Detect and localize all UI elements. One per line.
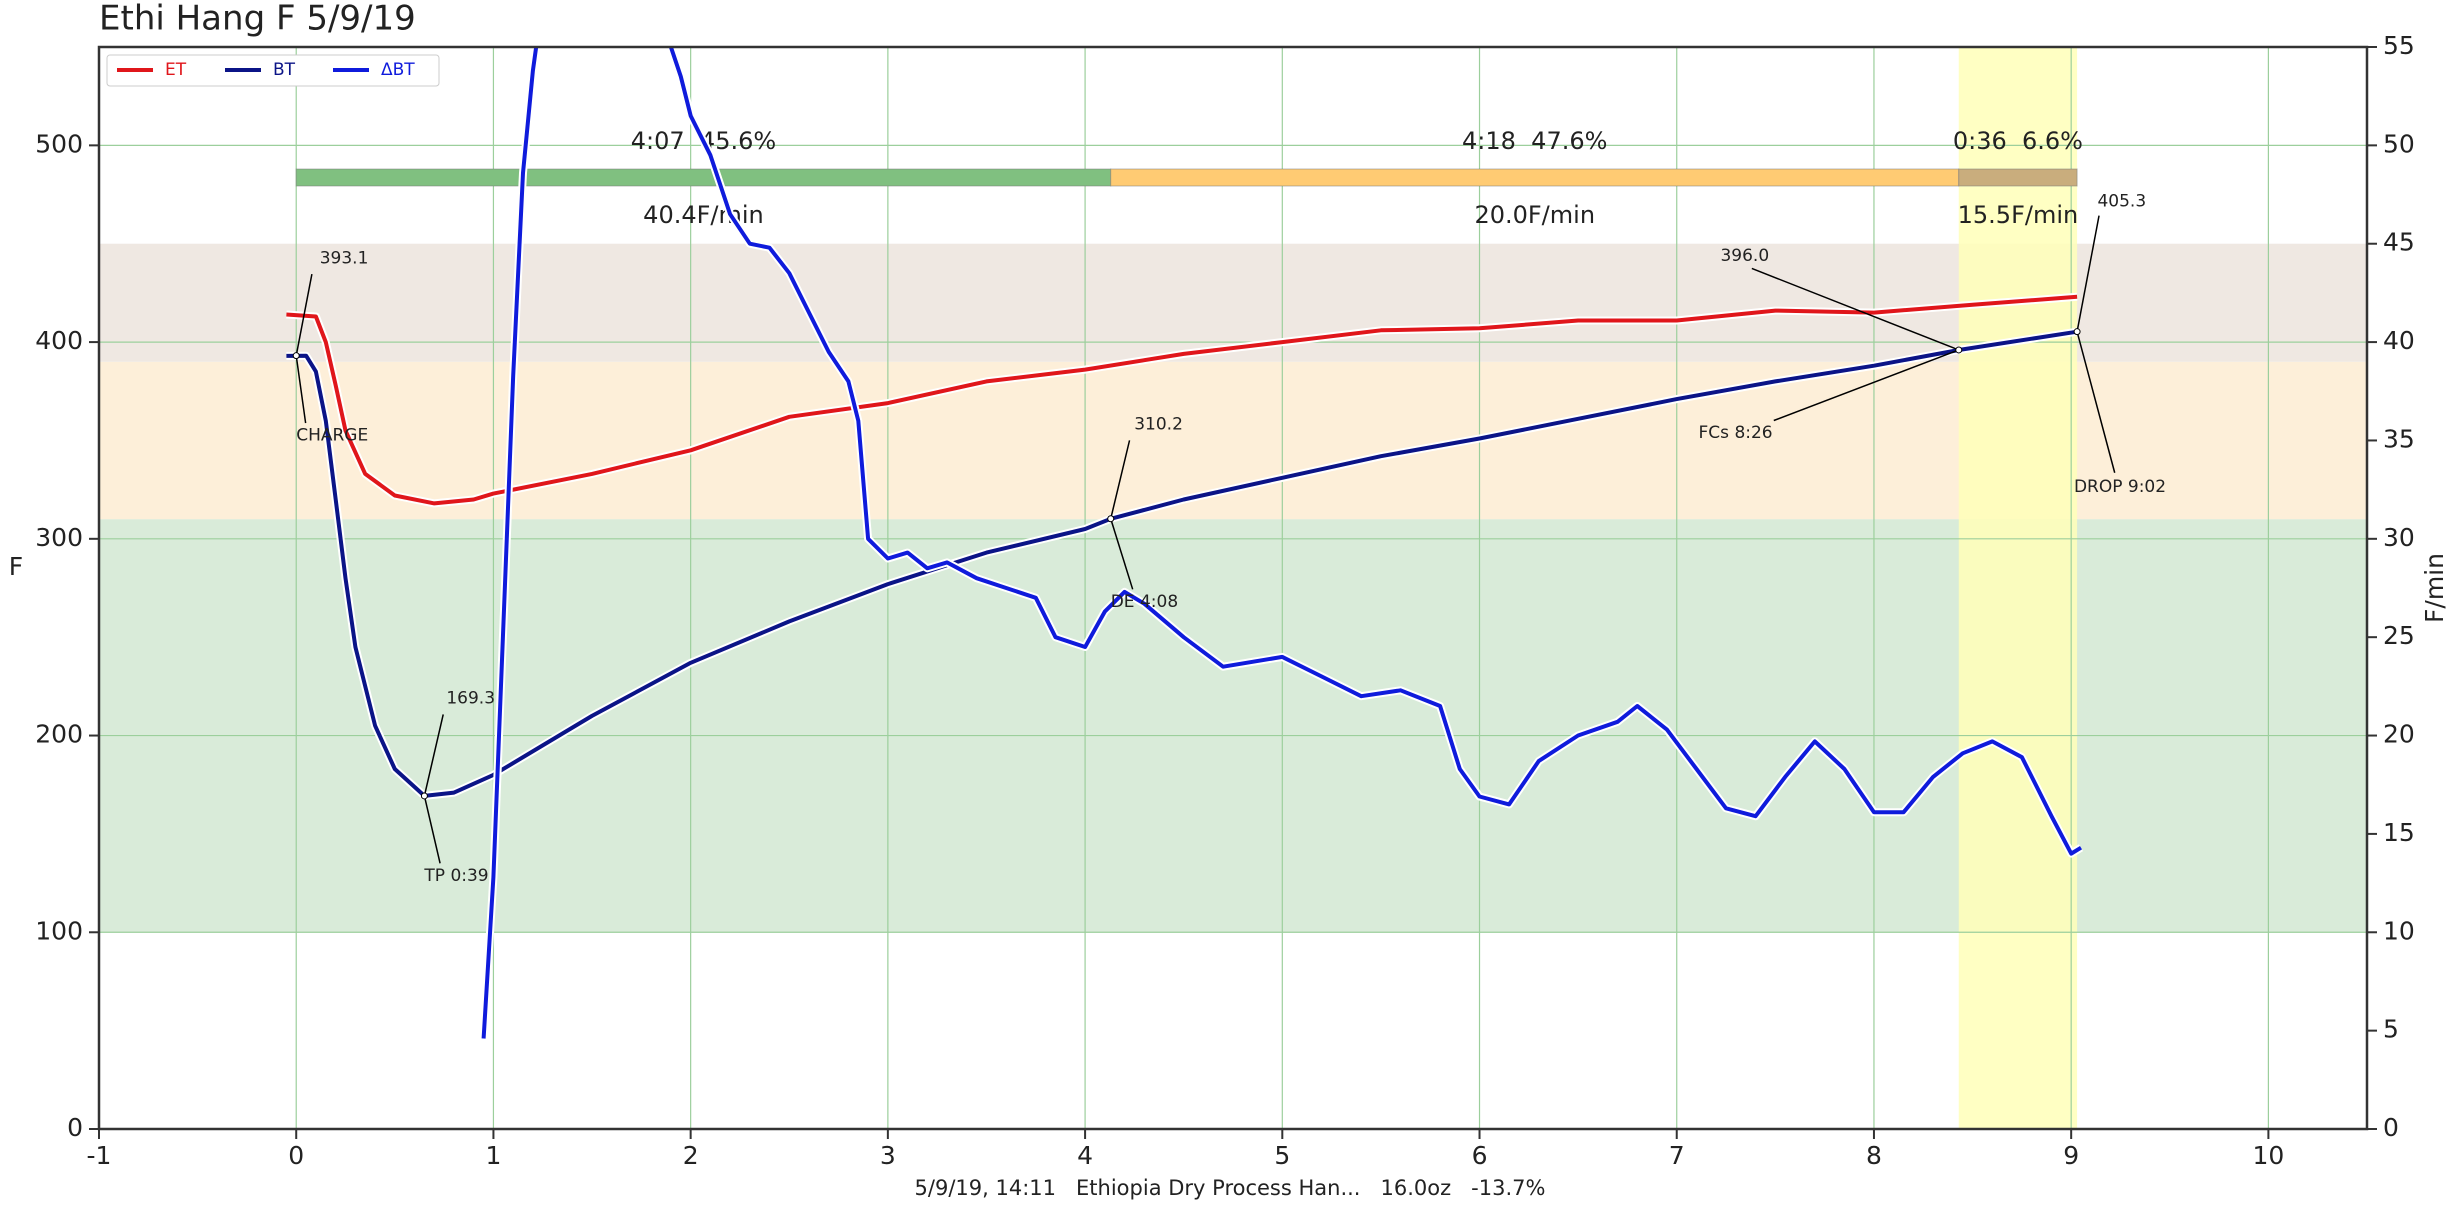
y2-tick-label: 40 [2383,326,2415,355]
series-line [481,47,2083,1039]
event-leader [1751,267,1960,351]
event-label: TP 0:39 [423,866,488,886]
y-tick-label: 300 [35,523,83,552]
phase-rate: 15.5F/min [1958,201,2079,229]
y2-tick-label: 45 [2383,228,2415,257]
event-label: FCs 8:26 [1699,423,1773,443]
event-point [420,792,428,800]
x-tick-label: 10 [2252,1141,2284,1170]
y2-tick-label: 20 [2383,720,2415,749]
y2-tick-label: 5 [2383,1015,2399,1044]
event-leader [423,714,444,797]
y2-axis-label: F/min [2420,553,2449,623]
y2-tick-label: 30 [2383,523,2415,552]
phase-label: 4:18 47.6% [1462,127,1607,155]
fc-highlight [1958,47,2078,1129]
event-leader [2076,215,2100,332]
y2-tick-label: 10 [2383,916,2415,945]
y2-tick-label: 55 [2383,31,2415,60]
event-point [2073,328,2081,336]
phase-label: 0:36 6.6% [1953,127,2083,155]
event-leader [1773,349,1960,422]
plot-frame [97,45,2369,1131]
legend-label: ET [165,60,187,80]
event-point [1107,515,1115,523]
x-tick-label: 4 [1077,1141,1093,1170]
y2-tick-label: 50 [2383,129,2415,158]
x-tick-label: 0 [288,1141,304,1170]
y-tick-label: 200 [35,720,83,749]
phase-rate: 20.0F/min [1474,201,1595,229]
event-value: 393.1 [320,248,369,268]
event-leader [295,274,313,356]
x-tick-label: 3 [880,1141,896,1170]
y-tick-label: 500 [35,129,83,158]
phase-bar [1110,168,1960,187]
legend-box [106,54,440,87]
plot-lines [286,47,2084,1039]
y-tick-label: 400 [35,326,83,355]
event-label: DE 4:08 [1111,592,1178,612]
event-point [1955,346,1963,354]
x-tick-label: -1 [87,1141,112,1170]
y-tick-label: 0 [67,1113,83,1142]
x-tick-label: 5 [1274,1141,1290,1170]
y2-tick-label: 25 [2383,621,2415,650]
x-tick-label: 1 [485,1141,501,1170]
y-tick-label: 100 [35,916,83,945]
series-line [286,329,2078,798]
x-tick-label: 2 [683,1141,699,1170]
event-value: 405.3 [2097,192,2146,212]
event-value: 310.2 [1134,415,1183,435]
phase-bar [1958,168,2078,187]
event-leader [295,355,307,424]
phase-bar [295,168,1112,187]
chart-title: Ethi Hang F 5/9/19 [99,0,416,39]
event-value: 169.3 [446,689,495,709]
event-leader [423,795,441,864]
legend-label: BT [273,60,296,80]
event-label: DROP 9:02 [2074,477,2166,497]
y2-tick-label: 15 [2383,818,2415,847]
x-tick-label: 6 [1472,1141,1488,1170]
event-leader [1109,440,1131,519]
y2-tick-label: 35 [2383,424,2415,453]
legend-label: ΔBT [381,60,415,80]
y-axis-label: F [9,552,23,581]
footer: 5/9/19, 14:11 Ethiopia Dry Process Han..… [915,1176,1546,1200]
event-point [292,352,300,360]
event-value: 396.0 [1720,246,1769,266]
event-leader [2076,331,2116,473]
phase-rate: 40.4F/min [643,201,764,229]
x-tick-label: 8 [1866,1141,1882,1170]
x-tick-label: 7 [1669,1141,1685,1170]
event-leader [1110,518,1134,590]
event-label: CHARGE [296,426,368,446]
x-tick-label: 9 [2063,1141,2079,1170]
y2-tick-label: 0 [2383,1113,2399,1142]
series-line [286,294,2078,506]
